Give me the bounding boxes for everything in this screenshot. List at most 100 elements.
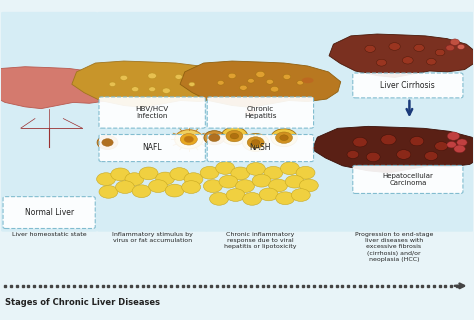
Circle shape <box>256 71 265 77</box>
Text: Liver homeostatic state: Liver homeostatic state <box>12 232 86 237</box>
Circle shape <box>200 166 219 179</box>
Text: Stages of Chronic Liver Diseases: Stages of Chronic Liver Diseases <box>5 298 160 307</box>
Circle shape <box>397 150 411 159</box>
FancyBboxPatch shape <box>3 197 95 228</box>
Circle shape <box>365 45 375 52</box>
Circle shape <box>246 163 265 175</box>
Circle shape <box>450 39 460 45</box>
Circle shape <box>247 137 264 148</box>
Circle shape <box>203 180 222 193</box>
Circle shape <box>292 189 310 201</box>
Circle shape <box>285 175 304 188</box>
FancyBboxPatch shape <box>0 12 98 232</box>
Circle shape <box>269 179 288 192</box>
Circle shape <box>247 79 254 83</box>
Circle shape <box>236 180 255 193</box>
Circle shape <box>402 57 413 64</box>
Circle shape <box>243 193 262 205</box>
Circle shape <box>259 188 278 201</box>
FancyBboxPatch shape <box>353 73 463 98</box>
Circle shape <box>275 132 292 143</box>
Circle shape <box>180 133 197 145</box>
Circle shape <box>414 44 424 52</box>
Circle shape <box>149 87 155 92</box>
Text: Normal Liver: Normal Liver <box>25 208 73 217</box>
Text: Chronic inflammatory
response due to viral
hepatitis or lipotoxicity: Chronic inflammatory response due to vir… <box>224 232 297 250</box>
Circle shape <box>156 172 174 185</box>
Circle shape <box>381 134 396 145</box>
Circle shape <box>353 137 367 147</box>
Text: Inflammatory stimulus by
virus or fat accumulation: Inflammatory stimulus by virus or fat ac… <box>112 232 192 243</box>
FancyBboxPatch shape <box>314 12 474 232</box>
Circle shape <box>435 49 445 56</box>
Circle shape <box>97 135 118 149</box>
Circle shape <box>457 139 467 146</box>
Circle shape <box>457 44 465 50</box>
Circle shape <box>231 167 250 180</box>
Circle shape <box>347 150 359 158</box>
FancyBboxPatch shape <box>99 97 205 128</box>
Circle shape <box>139 167 158 180</box>
Circle shape <box>174 130 203 149</box>
Text: Progression to end-stage
liver diseases with
excessive fibrosis
(cirrhosis) and/: Progression to end-stage liver diseases … <box>355 232 433 262</box>
Text: Hepatocellular
Carcinoma: Hepatocellular Carcinoma <box>383 173 433 186</box>
Circle shape <box>283 74 291 79</box>
Circle shape <box>297 81 303 85</box>
Circle shape <box>149 180 167 193</box>
Circle shape <box>189 82 195 86</box>
Ellipse shape <box>302 77 314 83</box>
Circle shape <box>376 59 387 66</box>
FancyBboxPatch shape <box>353 165 463 194</box>
Circle shape <box>170 168 189 180</box>
Circle shape <box>276 192 295 204</box>
Circle shape <box>447 141 456 148</box>
Text: Chronic
Hepatitis: Chronic Hepatitis <box>244 106 277 119</box>
Circle shape <box>204 131 225 145</box>
Polygon shape <box>180 61 341 108</box>
Circle shape <box>389 43 401 50</box>
Text: Liver Cirrhosis: Liver Cirrhosis <box>381 81 435 90</box>
Circle shape <box>163 88 170 93</box>
FancyBboxPatch shape <box>97 12 208 232</box>
Circle shape <box>296 166 315 179</box>
Polygon shape <box>329 34 474 77</box>
FancyBboxPatch shape <box>99 134 205 162</box>
FancyBboxPatch shape <box>207 97 314 128</box>
Circle shape <box>132 87 139 92</box>
Circle shape <box>182 181 201 194</box>
Circle shape <box>184 173 203 186</box>
Circle shape <box>209 134 220 141</box>
Circle shape <box>264 166 283 179</box>
Circle shape <box>165 184 184 197</box>
FancyBboxPatch shape <box>205 12 316 232</box>
Text: HBV/HCV
Infection: HBV/HCV Infection <box>136 106 169 119</box>
Circle shape <box>102 139 113 146</box>
Circle shape <box>454 145 465 153</box>
Circle shape <box>251 140 260 145</box>
Circle shape <box>366 152 380 162</box>
Circle shape <box>425 152 438 160</box>
Circle shape <box>120 75 128 80</box>
Circle shape <box>132 185 151 197</box>
Circle shape <box>226 189 245 201</box>
Circle shape <box>175 75 182 79</box>
Circle shape <box>210 193 228 205</box>
Circle shape <box>216 162 235 174</box>
Ellipse shape <box>245 109 257 115</box>
Text: NASH: NASH <box>250 143 271 152</box>
Circle shape <box>280 135 288 140</box>
Circle shape <box>97 173 116 186</box>
Circle shape <box>99 186 118 198</box>
Circle shape <box>116 181 135 194</box>
Circle shape <box>271 129 297 147</box>
Circle shape <box>219 175 238 188</box>
Circle shape <box>221 127 247 145</box>
Polygon shape <box>72 61 233 108</box>
Polygon shape <box>0 67 118 108</box>
Circle shape <box>125 173 144 186</box>
Circle shape <box>446 45 455 51</box>
Text: NAFL: NAFL <box>142 143 162 152</box>
Circle shape <box>435 142 448 151</box>
Circle shape <box>252 174 271 187</box>
Circle shape <box>109 82 116 86</box>
